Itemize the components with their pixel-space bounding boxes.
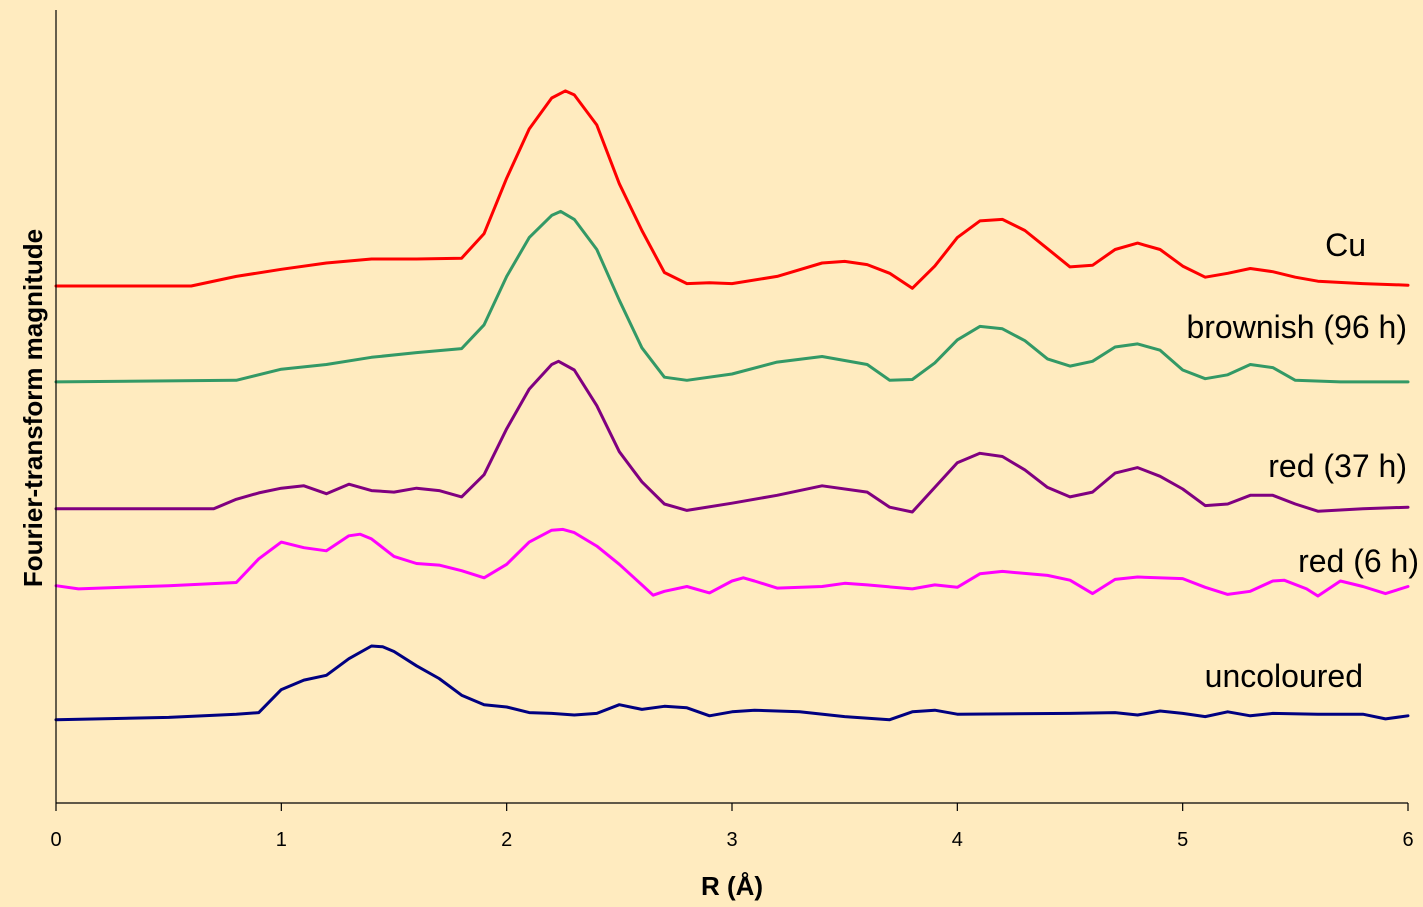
series-line-brownish-96-h: [54, 209, 1410, 384]
x-tick-label-6: 6: [1402, 829, 1413, 851]
x-tick-label-5: 5: [1177, 829, 1188, 851]
series-label-red-37h: red (37 h): [1268, 448, 1407, 484]
series-line-uncoloured: [54, 644, 1410, 722]
series-line-cu: [54, 89, 1410, 290]
series-label-uncoloured: uncoloured: [1205, 658, 1363, 694]
series-layer: [54, 89, 1410, 722]
x-tick-label-2: 2: [501, 829, 512, 851]
x-tick-label-1: 1: [276, 829, 287, 851]
x-tick-label-3: 3: [726, 829, 737, 851]
x-axis-ticks: 0 1 2 3 4 5 6: [50, 803, 1414, 851]
series-label-cu: Cu: [1325, 227, 1366, 263]
series-label-red-6h: red (6 h): [1298, 543, 1419, 579]
y-axis-title: Fourier-transform magnitude: [18, 229, 48, 587]
x-axis-title: R (Å): [701, 871, 763, 901]
series-label-brownish-96h: brownish (96 h): [1186, 309, 1407, 345]
series-line-red-6-h: [54, 527, 1410, 598]
series-line-red-37-h: [54, 359, 1410, 514]
x-tick-label-4: 4: [952, 829, 963, 851]
x-tick-label-0: 0: [50, 829, 61, 851]
